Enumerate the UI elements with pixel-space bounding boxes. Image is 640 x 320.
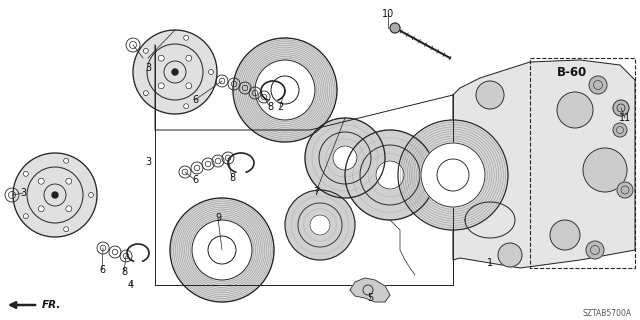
Circle shape xyxy=(209,69,214,75)
Circle shape xyxy=(63,227,68,232)
Circle shape xyxy=(285,190,355,260)
Circle shape xyxy=(66,178,72,184)
Circle shape xyxy=(390,23,400,33)
Circle shape xyxy=(158,55,164,61)
Text: B-60: B-60 xyxy=(557,66,587,78)
Text: 8: 8 xyxy=(121,267,127,277)
Circle shape xyxy=(143,91,148,96)
Circle shape xyxy=(172,69,178,75)
Circle shape xyxy=(376,161,404,189)
Circle shape xyxy=(170,198,274,302)
Circle shape xyxy=(345,130,435,220)
Circle shape xyxy=(38,206,44,212)
Circle shape xyxy=(184,35,189,40)
Text: 7: 7 xyxy=(313,187,319,197)
Text: 8: 8 xyxy=(267,102,273,112)
Circle shape xyxy=(24,214,28,219)
Text: 8: 8 xyxy=(229,173,235,183)
Circle shape xyxy=(586,241,604,259)
Text: 9: 9 xyxy=(215,213,221,223)
Circle shape xyxy=(186,83,192,89)
Circle shape xyxy=(498,243,522,267)
Circle shape xyxy=(66,206,72,212)
Circle shape xyxy=(88,193,93,197)
Circle shape xyxy=(233,38,337,142)
Polygon shape xyxy=(453,60,635,268)
Circle shape xyxy=(557,92,593,128)
Text: 6: 6 xyxy=(99,265,105,275)
Circle shape xyxy=(24,171,28,176)
Text: 11: 11 xyxy=(619,113,631,123)
Circle shape xyxy=(133,30,217,114)
Circle shape xyxy=(271,76,299,104)
Text: SZTAB5700A: SZTAB5700A xyxy=(583,308,632,317)
Bar xyxy=(530,58,635,268)
Circle shape xyxy=(589,76,607,94)
Text: 3: 3 xyxy=(20,188,26,198)
Circle shape xyxy=(186,55,192,61)
Text: 4: 4 xyxy=(128,280,134,290)
Circle shape xyxy=(310,215,330,235)
Circle shape xyxy=(613,123,627,137)
Circle shape xyxy=(143,48,148,53)
Text: 6: 6 xyxy=(192,175,198,185)
Circle shape xyxy=(617,182,633,198)
Text: 10: 10 xyxy=(382,9,394,19)
Circle shape xyxy=(255,60,315,120)
Polygon shape xyxy=(350,278,390,302)
Circle shape xyxy=(38,178,44,184)
Text: 5: 5 xyxy=(367,293,373,303)
Circle shape xyxy=(583,148,627,192)
Circle shape xyxy=(613,100,629,116)
Circle shape xyxy=(333,146,357,170)
Circle shape xyxy=(550,220,580,250)
Text: 6: 6 xyxy=(192,95,198,105)
Circle shape xyxy=(192,220,252,280)
Text: FR.: FR. xyxy=(42,300,61,310)
Text: 3: 3 xyxy=(145,157,151,167)
Circle shape xyxy=(421,143,485,207)
Circle shape xyxy=(158,83,164,89)
Circle shape xyxy=(52,192,58,198)
Text: 1: 1 xyxy=(487,258,493,268)
Circle shape xyxy=(208,236,236,264)
Circle shape xyxy=(63,158,68,163)
Text: 2: 2 xyxy=(277,102,283,112)
Text: 3: 3 xyxy=(145,63,151,73)
Circle shape xyxy=(398,120,508,230)
Circle shape xyxy=(305,118,385,198)
Circle shape xyxy=(13,153,97,237)
Circle shape xyxy=(184,104,189,109)
Circle shape xyxy=(476,81,504,109)
Circle shape xyxy=(437,159,469,191)
